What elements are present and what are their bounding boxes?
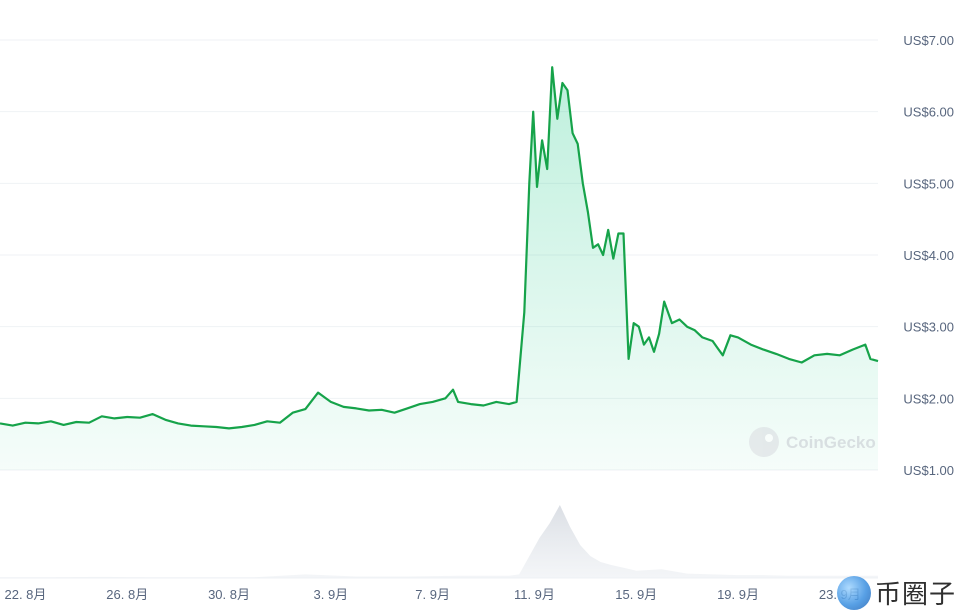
y-axis-ticks: US$1.00 US$2.00 US$3.00 US$4.00 US$5.00 US$6.…	[903, 33, 954, 478]
corner-logo-text: 币圈子	[874, 580, 956, 610]
y-tick-label: US$1.00	[903, 463, 954, 478]
price-series-line	[0, 66, 879, 430]
gridlines	[0, 39, 878, 579]
bquanzi-logo-icon	[836, 575, 871, 610]
coingecko-watermark: CoinGecko	[749, 427, 876, 457]
price-line	[0, 66, 879, 430]
coingecko-watermark-text: CoinGecko	[786, 433, 876, 452]
y-tick-label: US$5.00	[903, 176, 954, 191]
x-tick-label: 26. 8月	[106, 587, 148, 602]
x-tick-label: 7. 9月	[415, 587, 450, 602]
y-tick-label: US$7.00	[903, 33, 954, 48]
y-tick-label: US$2.00	[903, 391, 954, 406]
y-tick-label: US$6.00	[903, 105, 954, 120]
y-tick-label: US$4.00	[903, 248, 954, 263]
coingecko-gecko-icon	[749, 427, 779, 457]
x-tick-label: 22. 8月	[4, 587, 46, 602]
x-tick-label: 30. 8月	[208, 587, 250, 602]
price-area-fill	[0, 67, 878, 470]
volume-area	[0, 505, 878, 578]
x-tick-label: 11. 9月	[514, 587, 555, 602]
corner-logo: 币圈子	[836, 574, 956, 611]
x-tick-label: 19. 9月	[717, 587, 759, 602]
volume-series	[0, 505, 878, 578]
y-tick-label: US$3.00	[903, 320, 954, 335]
x-tick-label: 3. 9月	[313, 587, 348, 602]
x-axis-ticks: 22. 8月 26. 8月 30. 8月 3. 9月 7. 9月 11. 9月 15. 9月…	[4, 587, 860, 602]
x-tick-label: 15. 9月	[615, 587, 657, 602]
price-area	[0, 67, 878, 470]
